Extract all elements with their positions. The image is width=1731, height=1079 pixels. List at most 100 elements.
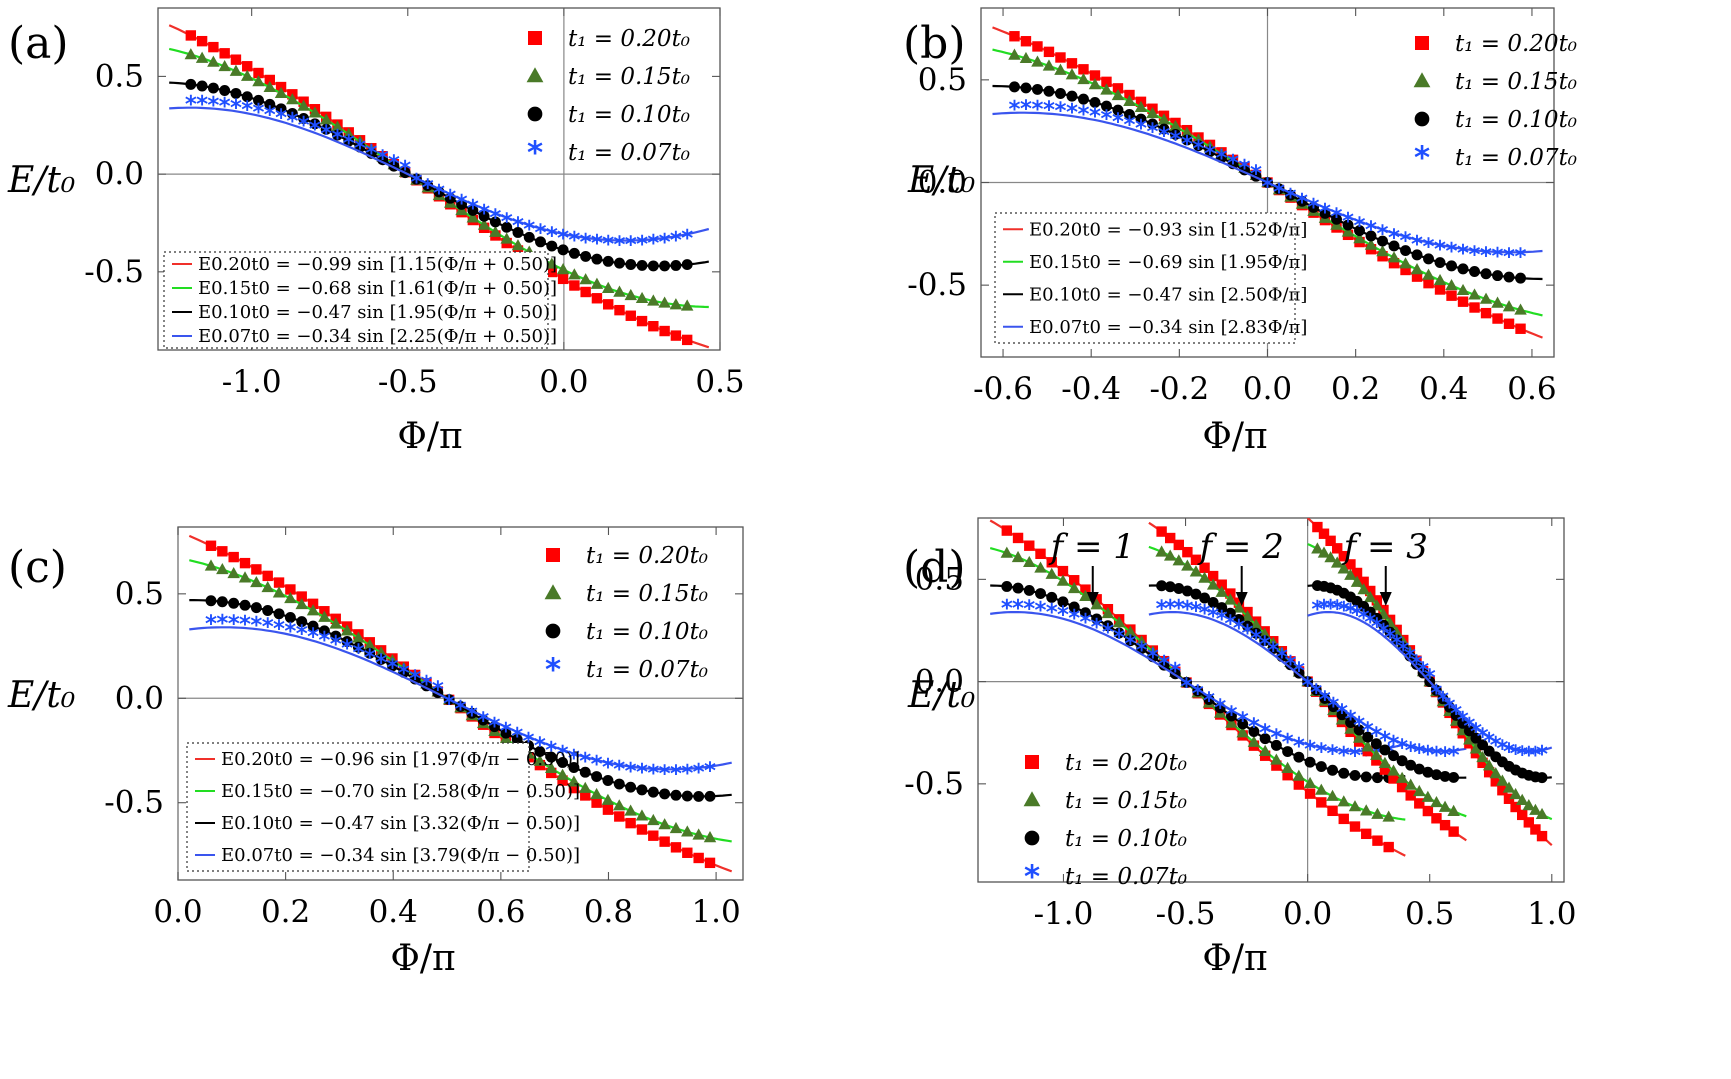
data-point: * [1331, 205, 1343, 231]
fit-curve-3-4 [1307, 611, 1553, 753]
data-point [1080, 584, 1091, 595]
data-point [375, 653, 387, 665]
legend-label: t₁ = 0.20t₀ [1065, 750, 1187, 776]
legend-marker: * [1414, 140, 1430, 176]
x-tick-label: 0.5 [1405, 896, 1454, 932]
data-point [1165, 532, 1176, 544]
y-tick-label: -0.5 [904, 766, 964, 802]
data-point [489, 216, 501, 228]
data-point: * [602, 232, 614, 258]
data-point: * [1100, 106, 1112, 132]
data-point: * [1424, 666, 1436, 692]
data-point [635, 809, 649, 821]
data-point [1091, 613, 1103, 625]
data-point [1135, 635, 1148, 647]
data-point: * [1284, 652, 1296, 678]
data-point [546, 240, 558, 252]
data-point [1042, 59, 1056, 71]
annotation-arrowhead [1235, 592, 1248, 606]
data-point [1079, 607, 1091, 619]
data-point [1199, 592, 1211, 604]
data-point [579, 273, 592, 285]
data-point [1237, 718, 1249, 730]
data-point [1388, 773, 1399, 784]
data-point [1362, 731, 1374, 743]
data-point [625, 817, 636, 829]
data-point: * [1319, 200, 1331, 226]
x-tick-label: -1.0 [222, 364, 282, 400]
data-point [1318, 528, 1330, 539]
data-point [1365, 230, 1377, 242]
data-point [703, 831, 717, 843]
data-point: * [1437, 688, 1449, 714]
data-point [511, 733, 523, 745]
data-point: * [298, 113, 310, 139]
data-point [501, 221, 513, 233]
legend-marker [527, 106, 543, 122]
data-point [1377, 235, 1388, 247]
data-point [264, 74, 275, 86]
data-point [228, 597, 240, 609]
data-point: * [1001, 596, 1013, 622]
data-point [1055, 88, 1066, 99]
data-point: * [1365, 218, 1377, 244]
data-point: * [1397, 638, 1409, 664]
data-point [295, 597, 308, 610]
data-point: * [477, 708, 489, 734]
data-point [1422, 766, 1434, 778]
data-point [602, 804, 614, 815]
data-point: * [704, 759, 716, 785]
data-point [1067, 581, 1081, 594]
data-point [252, 75, 265, 87]
data-point [1111, 88, 1125, 101]
data-point: * [1405, 738, 1417, 764]
data-point [1396, 781, 1408, 793]
data-point [1399, 257, 1412, 269]
data-point: * [205, 611, 217, 637]
data-point [239, 599, 251, 611]
data-point [1391, 634, 1403, 646]
data-point [1113, 627, 1125, 639]
data-point: * [1404, 645, 1416, 671]
data-point [1330, 556, 1344, 568]
data-point: * [318, 628, 330, 654]
data-point [241, 91, 253, 103]
x-tick-label: -0.2 [1149, 371, 1209, 407]
legend-marker: * [1024, 859, 1040, 895]
data-point [1350, 575, 1364, 587]
x-tick-label: -0.5 [378, 364, 438, 400]
data-point [624, 804, 637, 816]
data-point [298, 113, 310, 124]
data-point [1503, 271, 1515, 283]
data-point: * [1353, 713, 1365, 739]
panel-d: -1.0 -0.5 0.0 0.5 1.00.50.0-0.5(d)E/t₀Φ/π* * *… [903, 517, 1576, 979]
data-point [1055, 52, 1066, 63]
data-point [1169, 119, 1182, 132]
data-point: * [625, 232, 637, 258]
data-point [1457, 717, 1469, 729]
fit-equation: E0.20t0 = −0.99 sin [1.15(Φ/π + 0.50)] [198, 254, 557, 275]
data-point: * [1342, 209, 1354, 235]
data-point [1405, 790, 1416, 801]
data-point [648, 321, 659, 332]
data-point: * [613, 757, 625, 783]
data-point: * [456, 191, 468, 217]
data-point [1479, 292, 1493, 304]
data-point: * [1158, 123, 1170, 149]
data-point [1405, 759, 1417, 771]
data-point [1378, 756, 1392, 768]
data-point [670, 842, 682, 853]
data-point: * [284, 619, 296, 645]
legend-marker: * [527, 135, 543, 171]
data-point [330, 630, 342, 642]
data-point [1404, 778, 1417, 790]
data-point [534, 746, 546, 757]
plot-area: ****************************************… [188, 534, 733, 873]
data-point: * [1331, 597, 1343, 623]
data-point [636, 259, 648, 271]
data-point: * [410, 170, 422, 196]
data-point [512, 226, 524, 238]
data-point [1515, 323, 1526, 334]
data-point [1370, 738, 1382, 750]
data-point: * [1411, 232, 1423, 258]
